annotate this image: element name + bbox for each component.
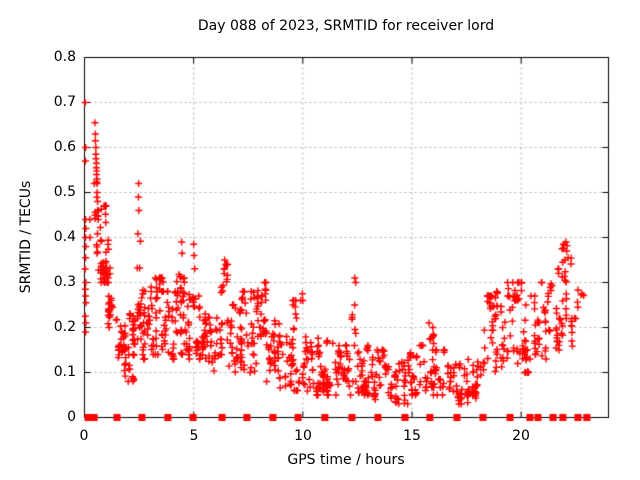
x-tick-label: 5 — [189, 428, 199, 444]
y-tick-label: 0.7 — [53, 94, 76, 110]
y-tick-label: 0.3 — [53, 274, 76, 290]
y-tick-label: 0.8 — [53, 49, 76, 65]
y-tick-label: 0.1 — [53, 364, 76, 380]
y-tick-label: 0.2 — [53, 319, 76, 335]
x-axis-label: GPS time / hours — [287, 452, 405, 468]
x-tick-label: 20 — [512, 428, 530, 444]
x-tick-label: 10 — [294, 428, 312, 444]
y-tick-label: 0 — [67, 409, 76, 425]
y-tick-label: 0.4 — [53, 229, 76, 245]
chart-title: Day 088 of 2023, SRMTID for receiver lor… — [197, 18, 495, 34]
x-tick-label: 15 — [403, 428, 421, 444]
x-tick-label: 0 — [79, 428, 89, 444]
y-tick-label: 0.6 — [53, 139, 76, 155]
y-tick-label: 0.5 — [53, 184, 76, 200]
